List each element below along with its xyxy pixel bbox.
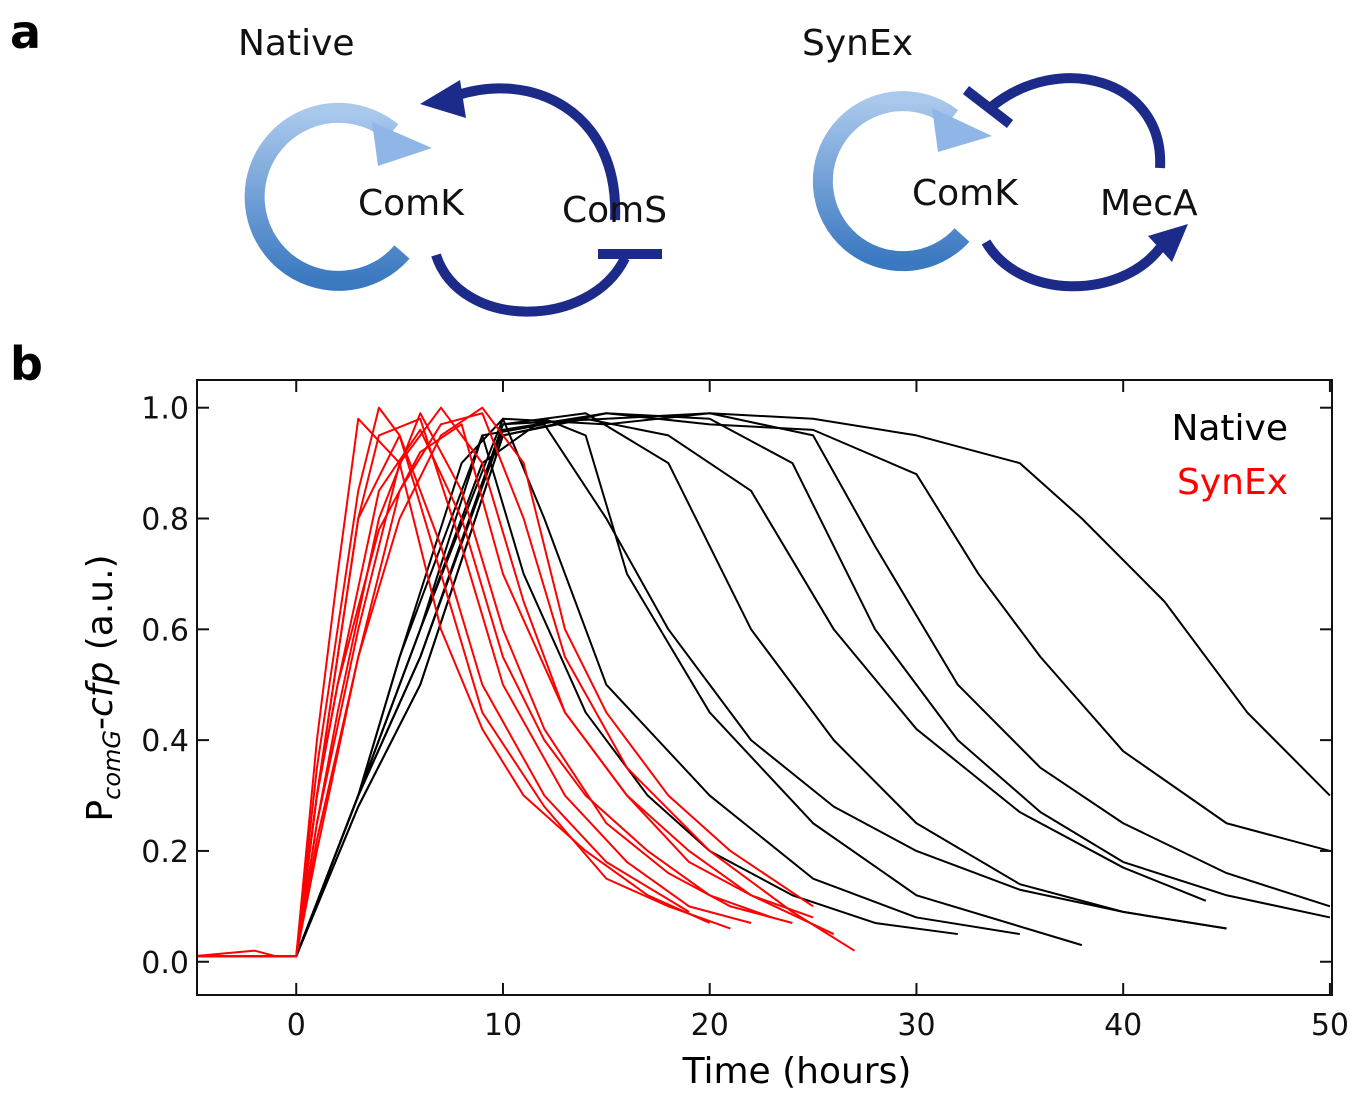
y-label-part: cfp <box>80 662 121 717</box>
self-loop <box>244 102 410 291</box>
trace <box>197 417 1207 958</box>
trace <box>197 423 1227 958</box>
trace <box>197 417 1020 958</box>
repression-arc <box>431 253 630 317</box>
trace <box>197 434 690 958</box>
trace <box>197 412 1331 958</box>
trace <box>197 423 835 958</box>
x-tick-label: 10 <box>484 1008 522 1043</box>
trace <box>197 406 814 958</box>
trace <box>197 412 855 958</box>
panel-label: b <box>10 337 43 391</box>
legend-entry: SynEx <box>1177 462 1288 503</box>
node-label: ComK <box>912 173 1019 214</box>
repression-arc <box>986 73 1166 169</box>
self-loop <box>812 91 970 272</box>
plot-frame <box>196 379 1333 996</box>
x-tick-label: 50 <box>1311 1008 1349 1043</box>
y-label-part: P <box>80 800 121 822</box>
y-tick-label: 0.8 <box>141 503 189 538</box>
arrow-head <box>1148 224 1188 262</box>
node-label: MecA <box>1100 183 1198 224</box>
x-tick-label: 30 <box>897 1008 935 1043</box>
x-tick-label: 40 <box>1104 1008 1142 1043</box>
y-label-part: (a.u.) <box>80 554 121 661</box>
x-axis-title: Time (hours) <box>682 1051 912 1092</box>
diagram-title: Native <box>238 23 355 64</box>
arrow-head <box>932 108 992 152</box>
y-tick-label: 0.4 <box>141 724 189 759</box>
y-tick-label: 0.6 <box>141 613 189 648</box>
y-label-part: comG <box>98 730 126 800</box>
node-label: ComK <box>358 183 465 224</box>
y-tick-label: 1.0 <box>141 392 189 427</box>
trace <box>197 406 814 958</box>
panel-label: a <box>10 5 41 59</box>
y-tick-label: 0.0 <box>141 946 189 981</box>
legend-entry: Native <box>1171 408 1288 449</box>
activation-arc <box>981 239 1164 292</box>
trace <box>197 417 1083 958</box>
y-tick-label: 0.2 <box>141 835 189 870</box>
diagram-title: SynEx <box>802 23 913 64</box>
y-label-part: - <box>80 717 121 730</box>
activation-arc <box>453 83 621 221</box>
x-tick-label: 0 <box>287 1008 306 1043</box>
arrow-head <box>372 122 432 166</box>
repression-bar <box>962 86 1014 128</box>
y-axis-title: PcomG-cfp (a.u.) <box>80 554 126 821</box>
arrow-head <box>420 80 466 118</box>
trace <box>197 417 711 958</box>
trace <box>197 428 773 958</box>
plot: 0 10 20 30 40 50 0.0 0.2 0.4 0.6 0.8 1.0 Native SynEx <box>141 379 1349 1043</box>
node-label: ComS <box>562 190 667 231</box>
x-tick-label: 20 <box>691 1008 729 1043</box>
